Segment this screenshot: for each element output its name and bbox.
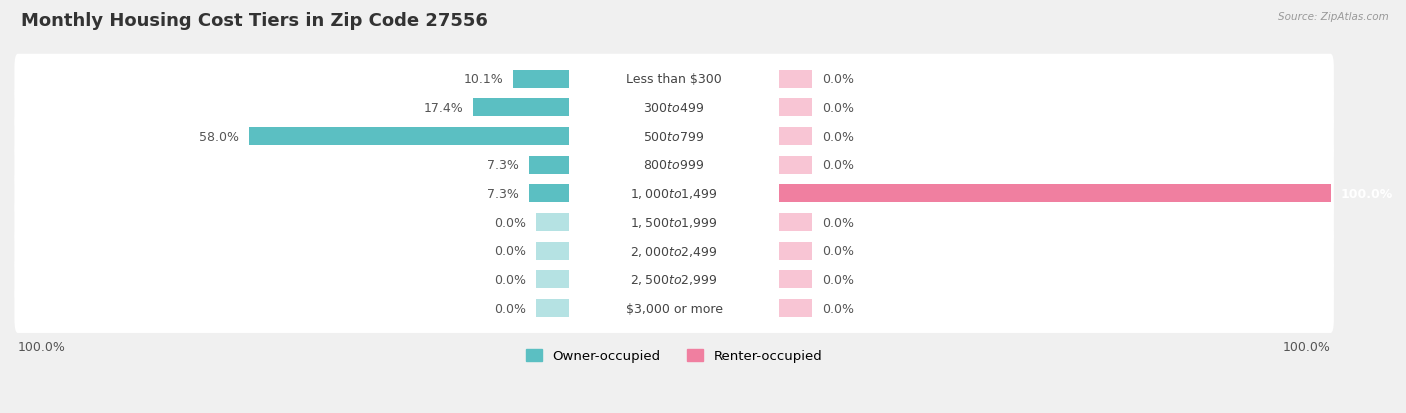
- Text: 0.0%: 0.0%: [823, 216, 853, 229]
- FancyBboxPatch shape: [571, 178, 778, 210]
- Text: $1,000 to $1,499: $1,000 to $1,499: [630, 187, 718, 201]
- FancyBboxPatch shape: [571, 206, 778, 239]
- FancyBboxPatch shape: [571, 121, 778, 153]
- FancyBboxPatch shape: [571, 235, 778, 267]
- Text: 0.0%: 0.0%: [823, 102, 853, 114]
- Bar: [536, 214, 569, 231]
- FancyBboxPatch shape: [14, 283, 1334, 333]
- Text: 100.0%: 100.0%: [1282, 340, 1330, 353]
- Text: 0.0%: 0.0%: [823, 273, 853, 286]
- Text: Source: ZipAtlas.com: Source: ZipAtlas.com: [1278, 12, 1389, 22]
- Text: $300 to $499: $300 to $499: [644, 102, 704, 114]
- FancyBboxPatch shape: [571, 149, 778, 182]
- Text: 0.0%: 0.0%: [823, 244, 853, 258]
- Text: 0.0%: 0.0%: [494, 273, 526, 286]
- Text: $2,000 to $2,499: $2,000 to $2,499: [630, 244, 718, 258]
- Bar: [779, 299, 813, 317]
- Bar: [529, 157, 569, 174]
- FancyBboxPatch shape: [571, 292, 778, 325]
- FancyBboxPatch shape: [14, 55, 1334, 104]
- Bar: [249, 128, 569, 145]
- Bar: [779, 185, 1330, 203]
- FancyBboxPatch shape: [571, 92, 778, 124]
- FancyBboxPatch shape: [14, 226, 1334, 276]
- Bar: [536, 271, 569, 289]
- FancyBboxPatch shape: [14, 255, 1334, 304]
- Bar: [779, 242, 813, 260]
- Text: $3,000 or more: $3,000 or more: [626, 302, 723, 315]
- Text: 0.0%: 0.0%: [823, 159, 853, 172]
- FancyBboxPatch shape: [14, 83, 1334, 133]
- Bar: [779, 71, 813, 88]
- Text: 10.1%: 10.1%: [464, 73, 503, 86]
- Text: 100.0%: 100.0%: [1340, 188, 1393, 200]
- Text: 17.4%: 17.4%: [423, 102, 464, 114]
- Text: 0.0%: 0.0%: [494, 302, 526, 315]
- Text: 58.0%: 58.0%: [200, 130, 239, 143]
- Bar: [536, 299, 569, 317]
- Bar: [529, 185, 569, 203]
- Bar: [536, 242, 569, 260]
- FancyBboxPatch shape: [14, 197, 1334, 247]
- Text: 0.0%: 0.0%: [823, 73, 853, 86]
- FancyBboxPatch shape: [571, 63, 778, 96]
- FancyBboxPatch shape: [14, 140, 1334, 190]
- Text: 7.3%: 7.3%: [486, 159, 519, 172]
- Text: 0.0%: 0.0%: [494, 216, 526, 229]
- Bar: [513, 71, 569, 88]
- Text: 7.3%: 7.3%: [486, 188, 519, 200]
- Bar: [779, 128, 813, 145]
- Text: 0.0%: 0.0%: [823, 130, 853, 143]
- Text: $800 to $999: $800 to $999: [644, 159, 704, 172]
- Text: $500 to $799: $500 to $799: [644, 130, 704, 143]
- Legend: Owner-occupied, Renter-occupied: Owner-occupied, Renter-occupied: [526, 349, 823, 362]
- Bar: [779, 271, 813, 289]
- Text: $1,500 to $1,999: $1,500 to $1,999: [630, 216, 718, 230]
- Text: Monthly Housing Cost Tiers in Zip Code 27556: Monthly Housing Cost Tiers in Zip Code 2…: [21, 12, 488, 30]
- Text: Less than $300: Less than $300: [626, 73, 723, 86]
- Text: 0.0%: 0.0%: [823, 302, 853, 315]
- Bar: [474, 99, 569, 117]
- Bar: [779, 99, 813, 117]
- Text: 100.0%: 100.0%: [18, 340, 66, 353]
- Bar: [779, 214, 813, 231]
- Text: $2,500 to $2,999: $2,500 to $2,999: [630, 273, 718, 287]
- Bar: [779, 157, 813, 174]
- Text: 0.0%: 0.0%: [494, 244, 526, 258]
- FancyBboxPatch shape: [571, 263, 778, 296]
- FancyBboxPatch shape: [14, 112, 1334, 161]
- FancyBboxPatch shape: [14, 169, 1334, 219]
